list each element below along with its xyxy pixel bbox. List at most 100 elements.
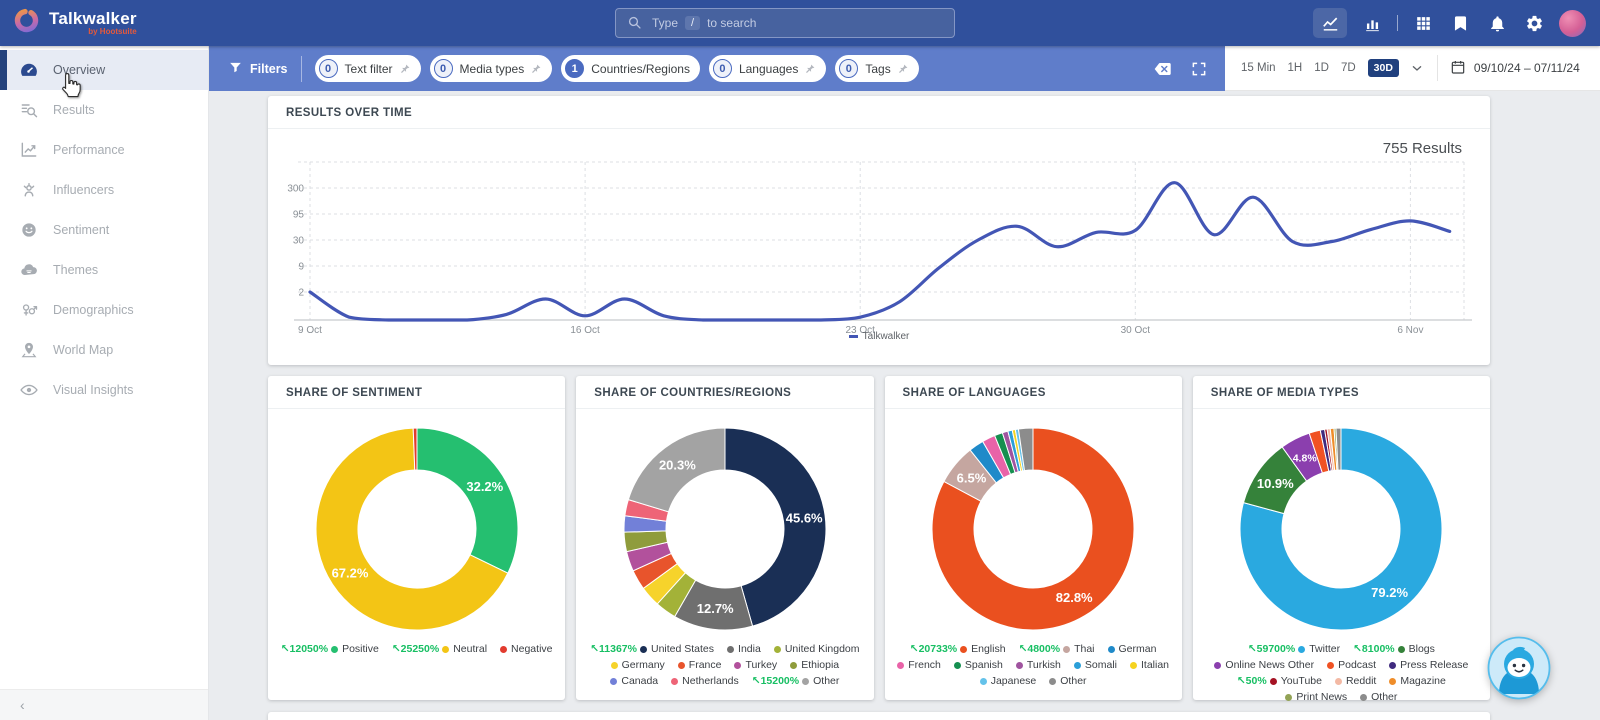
trend-up-value: ↖11367% <box>590 643 637 655</box>
sidebar-item-results[interactable]: Results <box>0 90 208 130</box>
filter-pill-media-types[interactable]: 0 Media types <box>429 55 553 82</box>
time-range-30d[interactable]: 30D <box>1367 59 1399 77</box>
legend-item-german[interactable]: German <box>1107 642 1156 657</box>
legend-item-other[interactable]: ↖15200% Other <box>752 674 840 689</box>
donut-slice-other[interactable] <box>1335 427 1342 471</box>
sidebar-item-sentiment[interactable]: Sentiment <box>0 210 208 250</box>
legend-item-print-news[interactable]: Print News <box>1285 690 1347 705</box>
time-range-15-min[interactable]: 15 Min <box>1241 62 1276 74</box>
sidebar-item-influencers[interactable]: Influencers <box>0 170 208 210</box>
legend-item-united-kingdom[interactable]: United Kingdom <box>773 642 860 657</box>
legend-item-thai[interactable]: ↖4800% Thai <box>1019 642 1095 657</box>
legend-item-italian[interactable]: Italian <box>1130 658 1169 673</box>
sidebar-collapse-button[interactable]: ‹ <box>0 689 208 720</box>
legend-item-canada[interactable]: Canada <box>610 674 658 689</box>
legend-item-twitter[interactable]: ↖59700% Twitter <box>1248 642 1340 657</box>
performance-icon <box>19 140 39 160</box>
countries-donut-chart[interactable]: 45.6% 12.7% 20.3% <box>619 423 831 640</box>
legend-item-india[interactable]: India <box>727 642 761 657</box>
sidebar-item-world-map[interactable]: World Map <box>0 330 208 370</box>
chat-assistant-button[interactable] <box>1487 636 1551 700</box>
legend-item-podcast[interactable]: Podcast <box>1327 658 1376 673</box>
legend-item-germany[interactable]: Germany <box>610 658 665 673</box>
results-line-chart[interactable]: 2 9 30 95 300 9 Oct 16 Oct 23 Oct 30 Oct 6 Nov <box>268 136 1490 366</box>
donut-slice-other[interactable] <box>627 427 726 513</box>
donut-slice-other[interactable] <box>1018 427 1034 472</box>
user-avatar[interactable] <box>1559 9 1586 37</box>
legend-item-french[interactable]: French <box>897 658 941 673</box>
svg-text:6 Nov: 6 Nov <box>1397 325 1423 336</box>
legend-label: Magazine <box>1400 675 1446 687</box>
time-range-7d[interactable]: 7D <box>1340 62 1356 74</box>
legend-color-dot <box>1130 662 1137 669</box>
legend-item-turkey[interactable]: Turkey <box>734 658 777 673</box>
filters-button[interactable]: Filters <box>228 60 288 78</box>
sentiment-donut-chart[interactable]: 32.2% 67.2% <box>311 423 523 640</box>
legend-item-press-release[interactable]: Press Release <box>1389 658 1468 673</box>
bar-chart-view-button[interactable] <box>1360 11 1384 35</box>
pin-icon[interactable] <box>399 63 411 75</box>
sidebar-item-themes[interactable]: Themes <box>0 250 208 290</box>
line-chart-view-button[interactable] <box>1313 8 1347 38</box>
brand-logo[interactable]: Talkwalker by Hootsuite <box>0 7 137 39</box>
legend-item-japanese[interactable]: Japanese <box>979 674 1036 689</box>
legend-item-neutral[interactable]: ↖25250% Neutral <box>392 642 487 657</box>
sidebar-item-demographics[interactable]: Demographics <box>0 290 208 330</box>
languages-donut-chart[interactable]: 82.8% 6.5% <box>927 423 1139 640</box>
legend-item-reddit[interactable]: Reddit <box>1334 674 1376 689</box>
legend-item-online-news-other[interactable]: Online News Other <box>1214 658 1314 673</box>
donut-panels-row: SHARE OF SENTIMENT 32.2% 67.2% ↖12050% Pos… <box>268 376 1490 703</box>
legend-label: Turkish <box>1026 659 1061 671</box>
clear-filters-icon[interactable] <box>1151 58 1173 80</box>
filter-pill-text-filter[interactable]: 0 Text filter <box>314 55 421 82</box>
active-indicator <box>0 370 7 410</box>
filter-pill-countries-regions[interactable]: 1 Countries/Regions <box>561 55 700 82</box>
donut-slice-neutral[interactable] <box>315 427 509 631</box>
legend-color-dot <box>1389 662 1397 669</box>
donut-slice-united-states[interactable] <box>724 427 827 627</box>
fullscreen-icon[interactable] <box>1190 60 1208 78</box>
filter-pill-tags[interactable]: 0 Tags <box>835 55 919 82</box>
notifications-bell-button[interactable] <box>1485 11 1509 35</box>
panel-title: SHARE OF MEDIA TYPES <box>1192 376 1490 409</box>
legend-item-other[interactable]: Other <box>1049 674 1087 689</box>
legend-item-english[interactable]: ↖20733% English <box>910 642 1006 657</box>
legend-item-youtube[interactable]: ↖50% YouTube <box>1237 674 1322 689</box>
time-range-1d[interactable]: 1D <box>1314 62 1329 74</box>
donut-slice-negative[interactable] <box>412 427 418 471</box>
sidebar-item-performance[interactable]: Performance <box>0 130 208 170</box>
settings-gear-button[interactable] <box>1522 11 1546 35</box>
sidebar-item-visual-insights[interactable]: Visual Insights <box>0 370 208 410</box>
donut-slice-twitter[interactable] <box>1239 427 1443 631</box>
pin-icon[interactable] <box>530 63 542 75</box>
legend-item-spanish[interactable]: Spanish <box>953 658 1003 673</box>
donut-slice-english[interactable] <box>931 427 1135 631</box>
legend-item-negative[interactable]: Negative <box>500 642 553 657</box>
legend-item-other[interactable]: Other <box>1360 690 1397 705</box>
legend-item-netherlands[interactable]: Netherlands <box>671 674 739 689</box>
media-types-donut-chart[interactable]: 79.2% 10.9% 4.8% <box>1235 423 1447 640</box>
filter-count-badge: 0 <box>318 59 338 78</box>
legend-item-blogs[interactable]: ↖8100% Blogs <box>1353 642 1435 657</box>
donut-slice-positive[interactable] <box>416 427 519 574</box>
sidebar-item-overview[interactable]: Overview <box>0 50 208 90</box>
legend-item-positive[interactable]: ↖12050% Positive <box>281 642 379 657</box>
legend-label: Print News <box>1296 691 1348 703</box>
svg-text:23 Oct: 23 Oct <box>845 325 875 336</box>
legend-item-magazine[interactable]: Magazine <box>1389 674 1446 689</box>
pin-icon[interactable] <box>897 63 909 75</box>
chart-legend[interactable]: Talkwalker <box>268 331 1490 342</box>
date-range-picker[interactable]: 09/10/24 – 07/11/24 <box>1450 59 1580 78</box>
time-range-1h[interactable]: 1H <box>1287 62 1303 74</box>
filter-pill-languages[interactable]: 0 Languages <box>708 55 827 82</box>
pin-icon[interactable] <box>804 63 816 75</box>
bookmark-button[interactable] <box>1448 11 1472 35</box>
legend-item-ethiopia[interactable]: Ethiopia <box>790 658 839 673</box>
legend-item-united-states[interactable]: ↖11367% United States <box>590 642 714 657</box>
chevron-down-icon[interactable] <box>1409 60 1425 76</box>
legend-item-turkish[interactable]: Turkish <box>1015 658 1061 673</box>
apps-grid-button[interactable] <box>1411 11 1435 35</box>
legend-item-france[interactable]: France <box>677 658 721 673</box>
legend-item-somali[interactable]: Somali <box>1073 658 1117 673</box>
search-input[interactable]: Type / to search <box>615 8 955 38</box>
